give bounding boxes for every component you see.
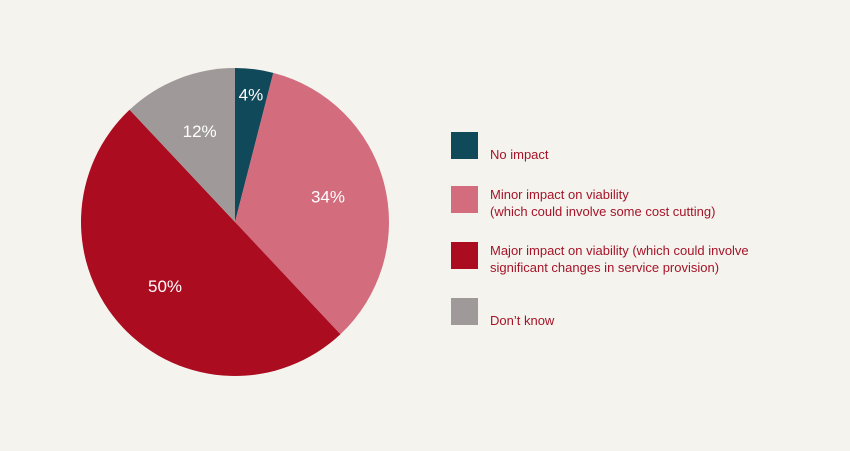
pie-label-dont-know: 12%	[183, 122, 217, 141]
legend-label-no-impact: No impact	[490, 147, 549, 162]
legend-swatch-dont-know	[451, 298, 478, 325]
pie-slice-dont-know	[129, 68, 235, 222]
pie-label-minor-impact: 34%	[311, 188, 345, 207]
pie-slice-minor-impact	[235, 72, 390, 335]
legend-swatch-no-impact	[451, 132, 478, 159]
legend-label-major-impact: Major impact on viability (which could i…	[490, 243, 749, 275]
legend-item-minor-impact: Minor impact on viability (which could i…	[451, 186, 715, 220]
pie-label-major-impact: 50%	[148, 277, 182, 296]
legend-swatch-minor-impact	[451, 186, 478, 213]
legend-label-dont-know: Don’t know	[490, 313, 555, 328]
legend-item-dont-know: Don’t know	[451, 298, 554, 329]
legend: No impact Minor impact on viability (whi…	[451, 0, 841, 451]
legend-item-no-impact: No impact	[451, 132, 549, 163]
pie-chart: 4% 34% 50% 12%	[81, 68, 390, 376]
legend-swatch-major-impact	[451, 242, 478, 269]
pie-slice-major-impact	[81, 109, 341, 376]
pie-slice-no-impact	[235, 68, 274, 222]
legend-label-minor-impact: Minor impact on viability (which could i…	[490, 187, 716, 219]
pie-label-no-impact: 4%	[239, 85, 264, 104]
legend-item-major-impact: Major impact on viability (which could i…	[451, 242, 749, 276]
